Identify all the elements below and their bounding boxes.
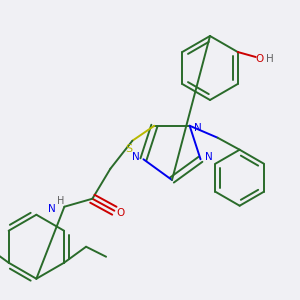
Text: H: H [57,196,64,206]
Text: N: N [194,123,202,133]
Text: N: N [205,152,212,162]
Text: N: N [132,152,139,162]
Text: H: H [266,54,274,64]
Text: O: O [256,54,264,64]
Text: N: N [49,204,56,214]
Text: S: S [125,144,132,154]
Text: O: O [116,208,124,218]
